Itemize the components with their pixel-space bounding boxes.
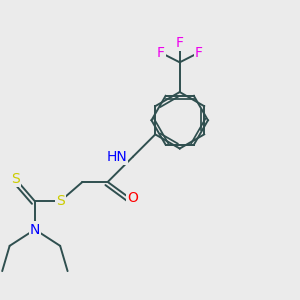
Text: F: F (195, 46, 203, 59)
Text: HN: HN (106, 150, 127, 164)
Text: N: N (30, 223, 40, 236)
Text: S: S (56, 194, 64, 208)
Text: O: O (128, 191, 138, 205)
Text: F: F (176, 36, 184, 50)
Text: F: F (156, 46, 164, 59)
Text: S: S (11, 172, 20, 186)
